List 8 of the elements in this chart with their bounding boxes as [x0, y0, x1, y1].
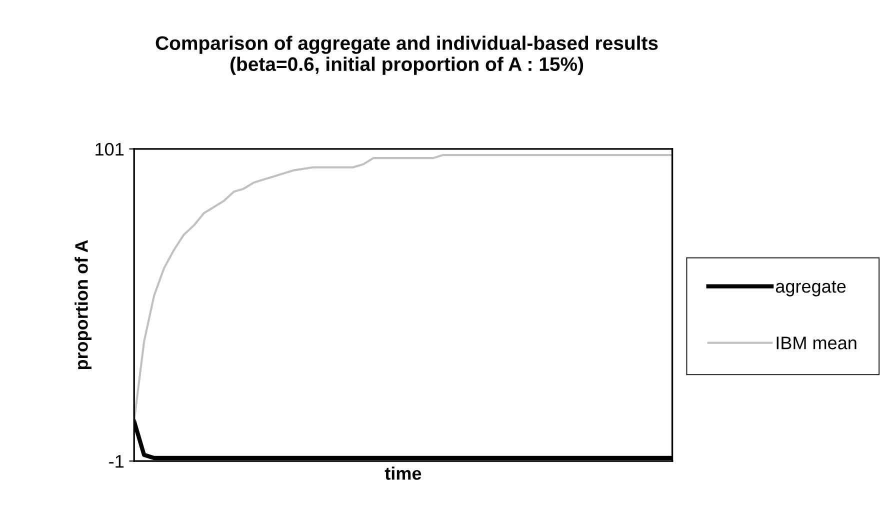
line-series	[134, 154, 672, 422]
x-axis-title: time	[384, 466, 422, 480]
legend-label: agregate	[776, 280, 846, 296]
y-axis-title: proportion of A	[74, 240, 92, 370]
y-tick-label: 101	[96, 142, 124, 156]
chart-title: Comparison of aggregate and individual-based results (beta=0.6, initial proportion of A : 15%)	[156, 36, 658, 75]
legend-label: IBM mean	[776, 336, 856, 350]
y-tick-label: -1	[109, 455, 124, 468]
